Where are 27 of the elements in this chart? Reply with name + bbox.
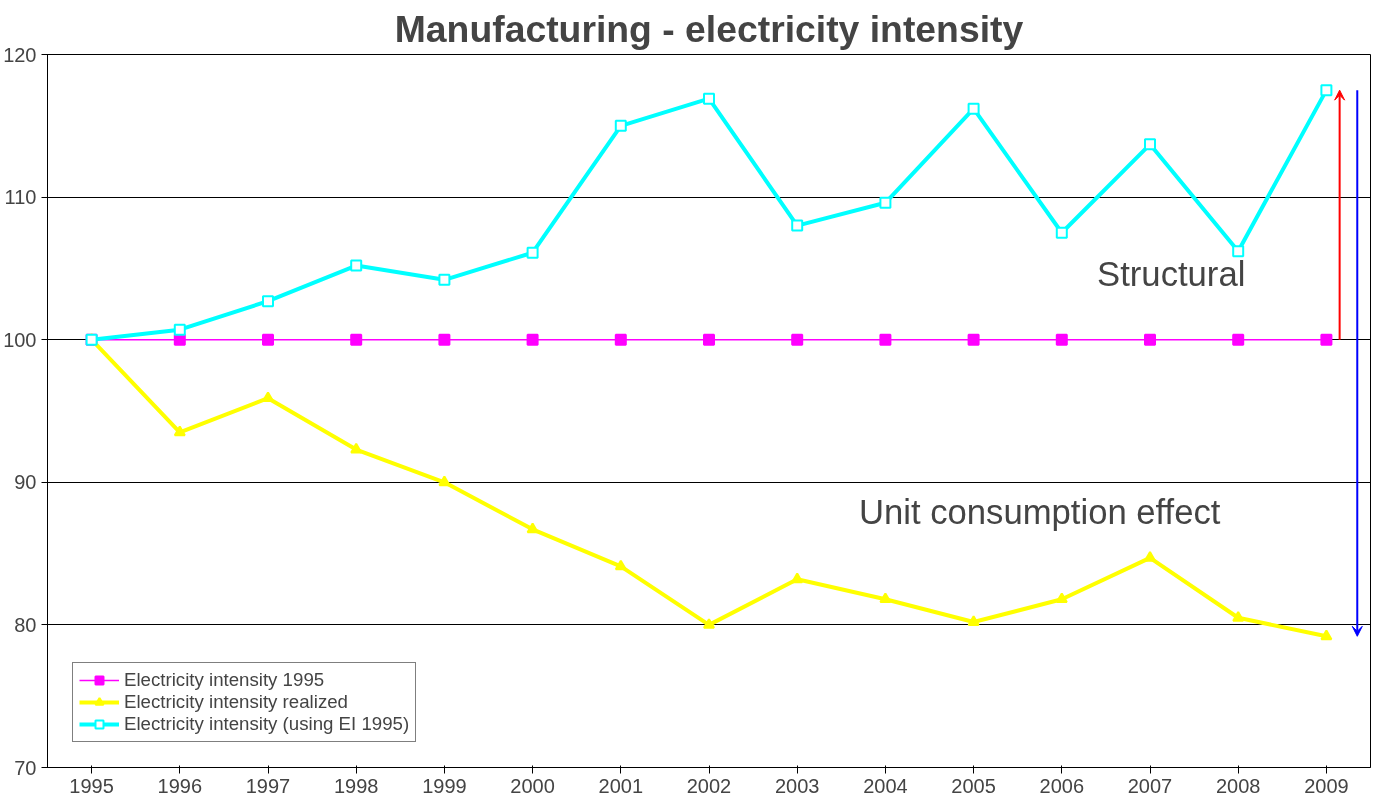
x-tick-label: 2006 — [1039, 774, 1085, 797]
x-tick-label: 1997 — [245, 774, 291, 797]
x-tick-label: 1998 — [333, 774, 379, 797]
y-tick-label: 100 — [3, 328, 37, 351]
x-tick-label: 2007 — [1127, 774, 1173, 797]
y-tick-label: 110 — [4, 186, 37, 209]
x-tick-label: 2000 — [510, 774, 555, 797]
x-tick-label: 2001 — [598, 774, 644, 797]
legend-label: Electricity intensity 1995 — [124, 669, 325, 691]
x-tick-label: 1996 — [157, 774, 203, 797]
legend-label: Electricity intensity realized — [124, 691, 348, 713]
x-tick-label: 2009 — [1304, 774, 1349, 797]
x-tick-label: 2003 — [774, 774, 820, 797]
legend-label: Electricity intensity (using EI 1995) — [124, 713, 410, 735]
x-tick-label: 1999 — [422, 774, 467, 797]
x-tick-label: 2004 — [863, 774, 908, 797]
x-tick-label: 1995 — [69, 774, 114, 797]
y-tick-label: 120 — [3, 43, 37, 66]
y-tick-label: 90 — [14, 471, 37, 494]
chart-title: Manufacturing - electricity intensity — [394, 7, 1024, 50]
x-tick-label: 2008 — [1215, 774, 1261, 797]
y-tick-label: 80 — [14, 613, 37, 636]
annotation: Unit consumption effect — [858, 492, 1221, 531]
annotation: Structural — [1097, 255, 1246, 294]
y-tick-label: 70 — [14, 756, 37, 779]
x-tick-label: 2002 — [686, 774, 732, 797]
x-tick-label: 2005 — [951, 774, 996, 797]
